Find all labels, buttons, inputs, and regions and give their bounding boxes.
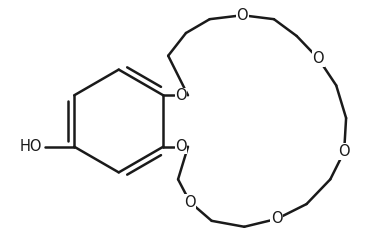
Text: O: O bbox=[313, 51, 324, 66]
Text: HO: HO bbox=[20, 139, 42, 154]
Text: O: O bbox=[175, 139, 187, 154]
Text: O: O bbox=[184, 195, 196, 210]
Text: O: O bbox=[236, 8, 248, 23]
Text: O: O bbox=[175, 88, 187, 103]
Text: O: O bbox=[271, 211, 283, 226]
Text: O: O bbox=[338, 144, 350, 159]
